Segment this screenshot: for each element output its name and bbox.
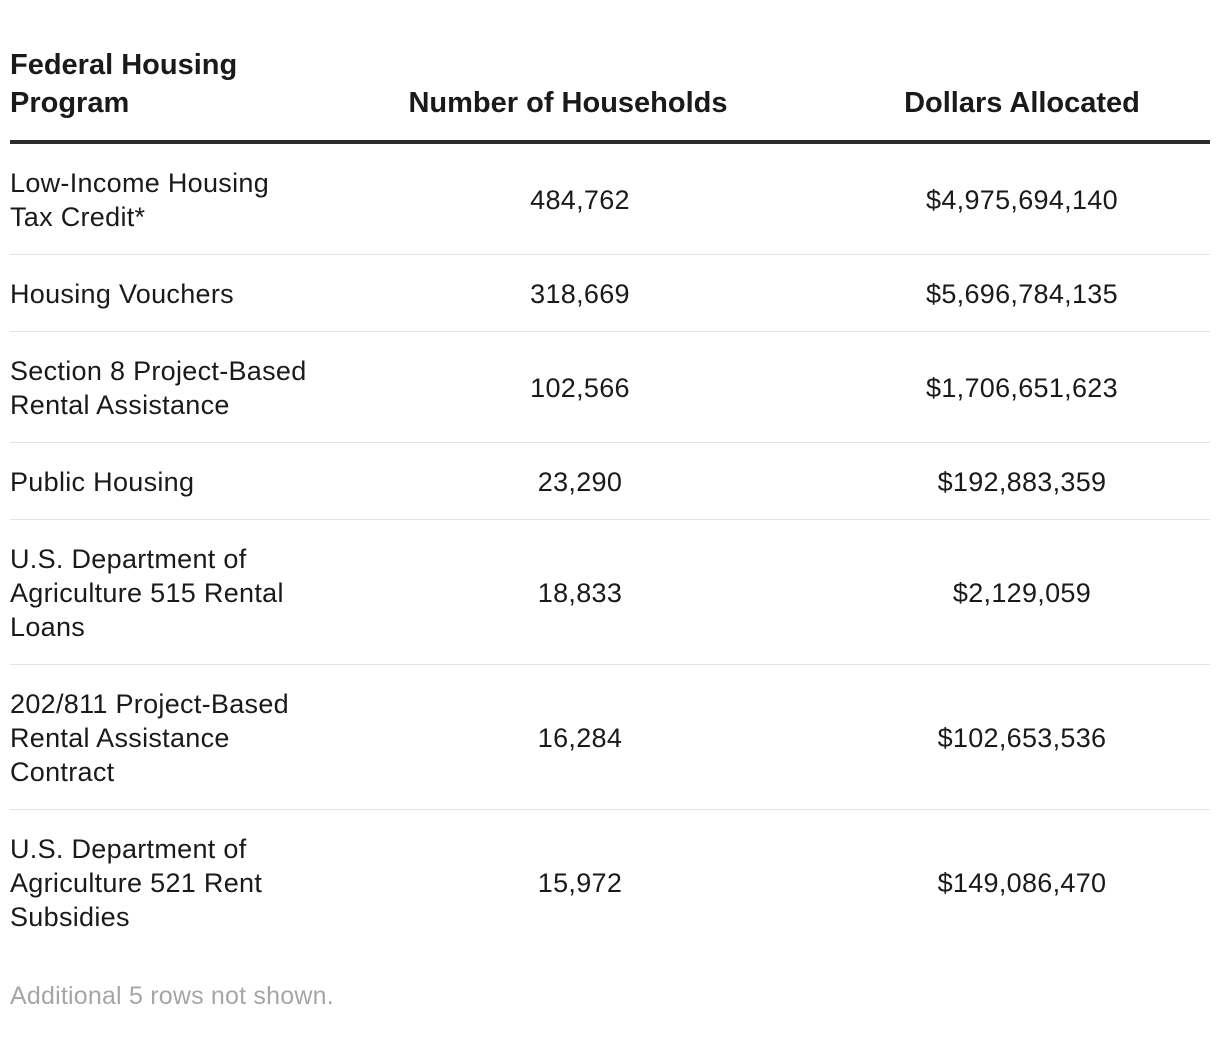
table-row: U.S. Department of Agriculture 521 Rent …	[10, 810, 1210, 955]
cell-program: U.S. Department of Agriculture 515 Renta…	[10, 519, 320, 665]
table-row: Public Housing 23,290 $192,883,359	[10, 442, 1210, 520]
housing-table-container: Federal Housing Program Number of Househ…	[10, 0, 1210, 1012]
cell-households: 318,669	[320, 254, 816, 332]
table-header-row: Federal Housing Program Number of Househ…	[10, 0, 1210, 144]
column-header-dollars: Dollars Allocated	[816, 0, 1210, 144]
cell-dollars: $192,883,359	[816, 442, 1210, 520]
cell-dollars: $149,086,470	[937, 868, 1107, 898]
table-row: U.S. Department of Agriculture 515 Renta…	[10, 519, 1210, 665]
cell-households: 18,833	[320, 519, 816, 665]
table-row: Section 8 Project-Based Rental Assistanc…	[10, 331, 1210, 443]
cell-households: 484,762	[320, 142, 816, 255]
table-row: Low-Income Housing Tax Credit* 484,762 $4,…	[10, 142, 1210, 255]
cell-dollars: $5,696,784,135	[816, 254, 1210, 332]
cell-program: Low-Income Housing Tax Credit*	[10, 142, 320, 255]
cell-dollars: $1,706,651,623	[816, 331, 1210, 443]
cell-dollars: $102,653,536	[816, 664, 1210, 810]
cell-program: Housing Vouchers	[10, 254, 320, 332]
table-row: Housing Vouchers 318,669 $5,696,784,135	[10, 254, 1210, 332]
cell-households: 102,566	[320, 331, 816, 443]
cell-households: 15,972	[537, 868, 623, 898]
cell-program: U.S. Department of Agriculture 521 Rent …	[10, 834, 263, 932]
cell-program: Section 8 Project-Based Rental Assistanc…	[10, 331, 320, 443]
column-header-households: Number of Households	[320, 0, 816, 144]
cell-program: 202/811 Project-Based Rental Assistance …	[10, 664, 320, 810]
housing-program-table: Federal Housing Program Number of Househ…	[10, 0, 1210, 954]
table-body: Low-Income Housing Tax Credit* 484,762 $4,…	[10, 142, 1210, 954]
cell-dollars: $2,129,059	[816, 519, 1210, 665]
cell-dollars: $4,975,694,140	[816, 142, 1210, 255]
cell-program: Public Housing	[10, 442, 320, 520]
cell-households: 16,284	[320, 664, 816, 810]
column-header-program: Federal Housing Program	[10, 0, 320, 144]
footnote: Additional 5 rows not shown.	[10, 982, 334, 1010]
cell-households: 23,290	[320, 442, 816, 520]
table-row: 202/811 Project-Based Rental Assistance …	[10, 664, 1210, 810]
